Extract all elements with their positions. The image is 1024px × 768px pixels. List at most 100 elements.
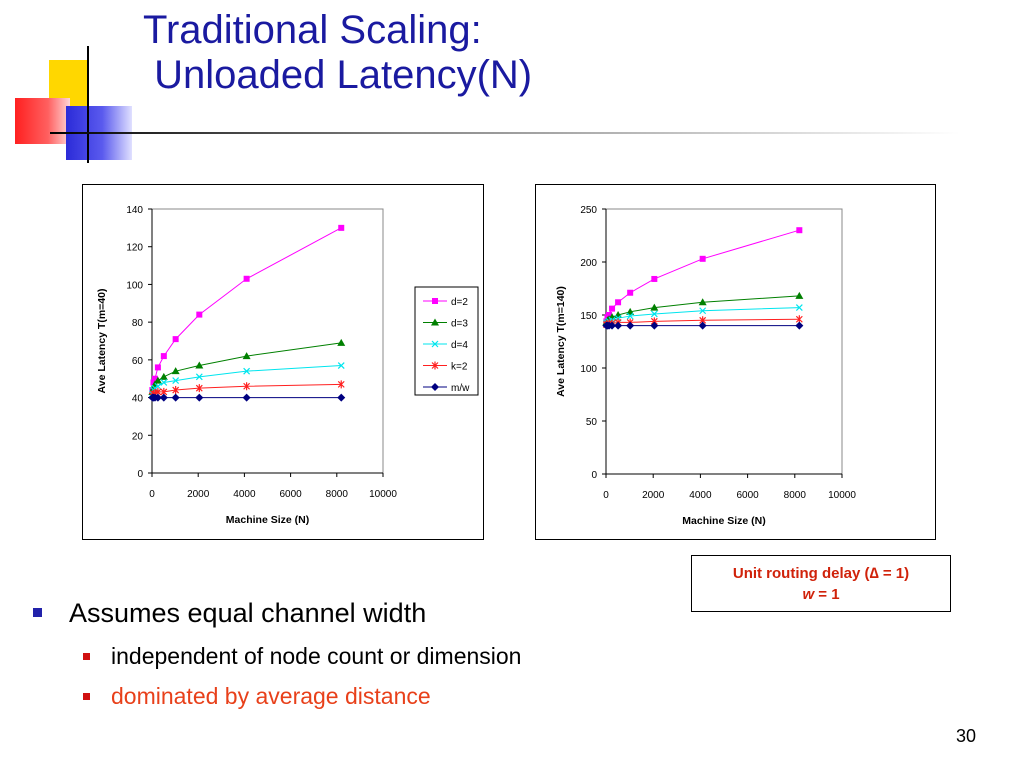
chart2-series-d-2-line [605, 229, 800, 322]
chart2-series-d-2-point [651, 275, 658, 282]
chart1-series-m-w-point [195, 393, 204, 402]
chart1-y-tick-label: 60 [132, 356, 144, 367]
chart2-x-tick-label: 4000 [689, 490, 712, 501]
chart1-x-tick-label: 0 [149, 489, 155, 500]
chart2-series-m-w-point [608, 321, 617, 330]
chart1-legend-marker [432, 298, 438, 304]
routing-delay-note: Unit routing delay (∆ = 1) w = 1 [691, 555, 951, 612]
bullet-sub-2-text: dominated by average distance [111, 683, 431, 709]
chart1-legend: d=2 d=3 d=4 k=2 m/w [414, 286, 479, 396]
decor-red-square [15, 98, 70, 144]
chart1-y-tick-label: 0 [137, 469, 143, 480]
chart1-legend-marker [431, 318, 439, 326]
chart2-series-d-4-point [626, 312, 634, 320]
chart1-legend-box [414, 286, 479, 396]
chart1-x-tick-label: 10000 [369, 489, 397, 500]
chart1-x-tick-label: 4000 [233, 489, 256, 500]
slide-title: Traditional Scaling: Unloaded Latency(N) [143, 8, 533, 97]
chart1-series-d-2-point [243, 275, 250, 282]
chart1-series-d-4-point [243, 367, 251, 375]
chart2-series-d-4-point [699, 307, 707, 315]
chart2-y-tick-label: 50 [586, 417, 598, 428]
chart2-series-m-w-point [698, 321, 707, 330]
chart1-x-axis-label: Machine Size (N) [226, 514, 309, 526]
chart2-series-d-3-point [698, 298, 707, 306]
decor-vertical-line [87, 46, 89, 163]
title-underline [50, 132, 960, 134]
chart1-series-d-3-point [195, 361, 204, 369]
chart1-series-d-4-point [195, 373, 203, 381]
chart2-series-m-w-point [650, 321, 659, 330]
chart1-legend-label: k=2 [451, 362, 468, 373]
chart1-series-d-3-point [171, 367, 180, 375]
chart2-x-tick-label: 6000 [736, 490, 759, 501]
chart1-series-d-2-point [150, 379, 157, 386]
chart1-y-tick-label: 80 [132, 318, 144, 329]
chart1-series-d-3-point [242, 352, 251, 360]
chart1-x-tick-label: 6000 [279, 489, 302, 500]
chart1-series-d-4-point [337, 362, 345, 369]
chart1-series-d-4-point [172, 377, 180, 385]
page-number: 30 [956, 726, 977, 746]
chart2-series-d-2-point [796, 227, 803, 234]
chart1-series-m-w-point [159, 393, 168, 402]
bullet-main-text: Assumes equal channel width [69, 598, 427, 628]
chart1-series-d-3-point [337, 338, 346, 346]
chart2-series-d-4-point [650, 310, 658, 318]
chart2-series-d-2-point [609, 305, 616, 312]
chart2-series-d-3-point [795, 291, 804, 299]
chart1-series-m-w-point [242, 393, 251, 402]
chart2-series-d-4-point [795, 304, 803, 312]
chart1-series-d-2-line [151, 227, 342, 391]
chart2-y-tick-label: 200 [580, 258, 597, 269]
chart1-y-tick-label: 20 [132, 431, 144, 442]
chart2-series-d-2-point [699, 255, 706, 262]
chart2-y-tick-label: 250 [580, 205, 597, 216]
chart2-x-tick-label: 8000 [784, 490, 807, 501]
chart2-y-tick-label: 150 [580, 311, 597, 322]
chart1-series-d-2 [149, 224, 345, 394]
note-line-2: w = 1 [692, 584, 950, 605]
chart1-series-d-2-point [196, 311, 203, 318]
bullet-square-icon [83, 653, 90, 660]
chart1-series-m-w-point [171, 393, 180, 402]
chart2-y-tick-label: 0 [591, 470, 597, 481]
chart1-series-d-4-point [154, 382, 162, 390]
chart1-series-d-2-point [154, 364, 161, 371]
chart1-series-m-w [148, 393, 346, 402]
chart1-series-m-w-point [337, 393, 346, 402]
chart2-series-d-2-point [627, 289, 634, 296]
chart1-legend-marker [431, 340, 439, 348]
note-line-1: Unit routing delay (∆ = 1) [732, 565, 910, 582]
chart1-legend-marker [431, 383, 439, 391]
chart2-series-d-2-point [606, 312, 613, 318]
chart1-series-k-2-point [337, 380, 345, 389]
chart1-series-d-2-point [160, 353, 167, 360]
chart1-legend-label: d=3 [451, 319, 468, 330]
bullet-square-icon [33, 608, 42, 617]
chart1-y-tick-label: 100 [126, 280, 143, 291]
chart2-series-m-w-point [626, 321, 635, 330]
latency-chart-m40: 0 20 40 60 80 100 120 140 0 2000 4000 6000 8000 10000… [82, 184, 484, 540]
note-w-variable: w [802, 586, 815, 603]
chart1-x-tick-label: 2000 [187, 489, 210, 500]
bullet-square-icon [83, 693, 90, 700]
latency-chart-m40-plot: 0 20 40 60 80 100 120 140 0 2000 4000 6000 8000 10000… [96, 205, 479, 526]
chart1-y-tick-label: 40 [132, 394, 144, 405]
chart2-series-m-w [602, 321, 804, 330]
chart1-legend-marker [431, 361, 439, 370]
chart1-series-d-2-point [172, 336, 179, 343]
latency-chart-m140-plot: 0 50 100 150 200 250 0 2000 4000 6000 8000 10000 Mac… [555, 205, 856, 527]
chart1-y-tick-label: 120 [126, 243, 143, 254]
chart1-series-d-3-point [159, 372, 168, 380]
chart2-series-m-w-point [795, 321, 804, 330]
chart1-series-d-4 [148, 362, 345, 398]
chart2-x-tick-label: 10000 [828, 490, 856, 501]
chart2-x-tick-label: 0 [603, 490, 609, 501]
latency-chart-m140: 0 50 100 150 200 250 0 2000 4000 6000 8000 10000 Mac… [535, 184, 936, 540]
chart1-series-d-4-point [160, 379, 168, 386]
chart2-series-d-3-point [626, 307, 635, 315]
chart1-plot-area [151, 208, 384, 474]
chart1-x-tick-label: 8000 [326, 489, 349, 500]
chart2-y-axis-label: Ave Latency T(m=140) [555, 286, 567, 397]
